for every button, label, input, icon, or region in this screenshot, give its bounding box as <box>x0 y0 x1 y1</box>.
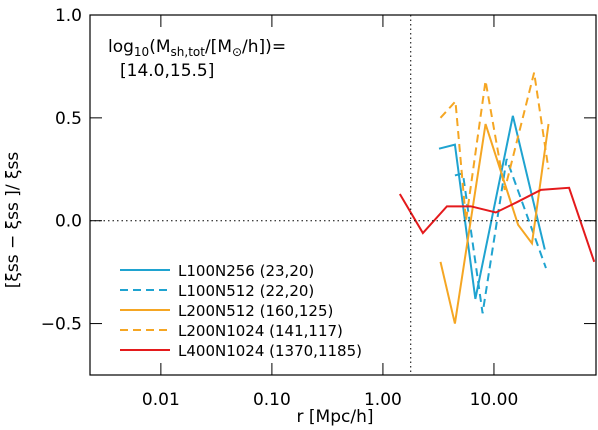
x-tick-label: 0.01 <box>142 390 180 410</box>
y-axis-label: [ξss − ξss ]/ ξss <box>3 152 23 289</box>
annotation-part: sh,tot <box>171 45 206 59</box>
annotation: log10(Msh,tot/[M⊙/h])= <box>108 37 286 59</box>
annotation: [14.0,15.5] <box>120 61 214 81</box>
annotation-part: /[M <box>205 37 232 57</box>
series-line <box>454 158 547 314</box>
y-tick-label: 1.0 <box>55 6 82 26</box>
y-tick-label: 0.5 <box>55 109 82 129</box>
y-tick-label: 0.0 <box>55 212 82 232</box>
annotation-part: /h])= <box>242 37 286 57</box>
series-line <box>438 115 546 300</box>
x-tick-label: 0.10 <box>253 390 291 410</box>
annotation-part: ⊙ <box>232 45 242 59</box>
legend-label: L100N256 (23,20) <box>178 262 314 280</box>
legend-label: L200N1024 (141,117) <box>178 322 343 340</box>
x-tick-label: 1.00 <box>364 390 402 410</box>
legend-label: L100N512 (22,20) <box>178 282 314 300</box>
x-axis-label: r [Mpc/h] <box>297 407 374 427</box>
annotation-part: 10 <box>134 45 149 59</box>
annotation-part: log <box>108 37 134 57</box>
series-line <box>439 72 550 221</box>
x-tick-label: 10.00 <box>470 390 519 410</box>
legend-label: L200N512 (160,125) <box>178 302 333 320</box>
series-line <box>398 186 596 263</box>
y-tick-label: −0.5 <box>41 315 82 335</box>
annotation-part: (M <box>149 37 170 57</box>
legend-label: L400N1024 (1370,1185) <box>178 342 362 360</box>
plot-area <box>398 72 596 324</box>
plot-frame <box>89 14 597 376</box>
